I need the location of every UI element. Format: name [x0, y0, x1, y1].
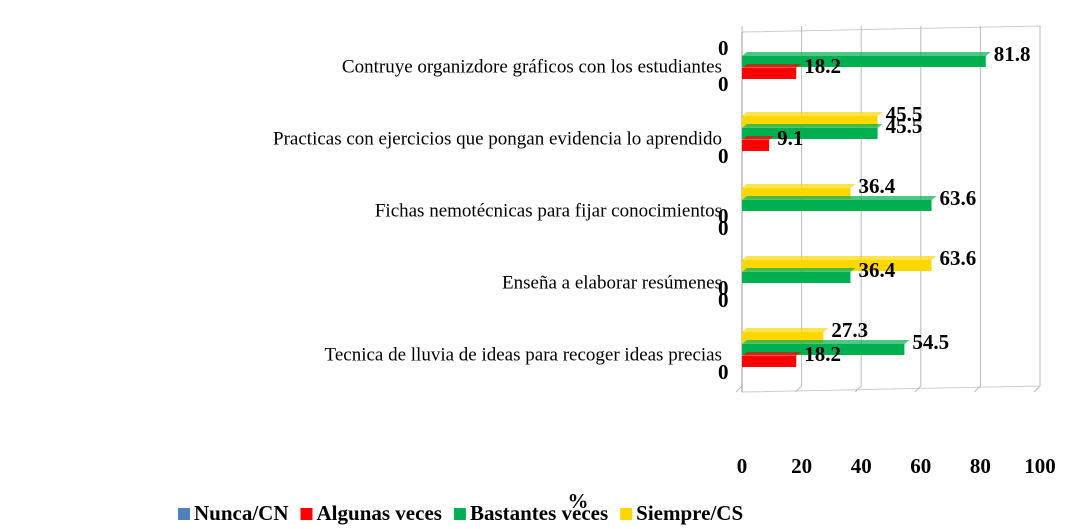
data-label: 36.4 [858, 174, 895, 198]
grid-line [735, 26, 743, 393]
x-tick-label: 20 [791, 454, 812, 478]
legend-swatch [620, 508, 633, 520]
bar-top [742, 256, 937, 260]
bar-top [742, 52, 991, 56]
x-tick-label: 0 [737, 454, 748, 478]
bar [742, 116, 878, 127]
data-label: 18.2 [804, 54, 841, 78]
x-tick-label: 80 [970, 454, 991, 478]
legend-label: Algunas veces [317, 501, 442, 525]
data-label: 0 [718, 144, 729, 168]
data-label: 0 [718, 72, 729, 96]
data-label: 0 [718, 360, 729, 384]
grid-line [1033, 26, 1041, 393]
bar-top [742, 268, 856, 272]
data-label: 27.3 [831, 318, 868, 342]
grid-line [795, 26, 803, 393]
bar-top [742, 196, 937, 200]
x-axis-label: % [568, 489, 589, 513]
category-label: Practicas con ejercicios que pongan evid… [273, 128, 722, 149]
bar [742, 344, 905, 355]
bar [742, 272, 851, 283]
bar [742, 140, 770, 151]
bar-top [742, 352, 802, 356]
bar-top [742, 184, 856, 188]
legend-swatch [178, 508, 190, 520]
legend-swatch [300, 508, 313, 520]
legend-label: Nunca/CN [194, 501, 289, 525]
data-label: 63.6 [940, 246, 977, 270]
bar-top [742, 136, 775, 140]
x-tick-label: 60 [910, 454, 931, 478]
data-label: 45.5 [886, 102, 923, 126]
bar [742, 200, 932, 211]
legend-swatch [453, 508, 466, 520]
bar [742, 332, 824, 343]
data-label: 0 [718, 216, 729, 240]
data-label: 45.5 [886, 114, 923, 138]
data-label: 0 [718, 204, 729, 228]
data-label: 81.8 [994, 42, 1031, 66]
x-tick-label: 100 [1024, 454, 1056, 478]
category-label: Contruye organizdore gráficos con los es… [342, 56, 722, 77]
bar-top [742, 112, 883, 116]
data-label: 0 [718, 36, 729, 60]
data-label: 54.5 [912, 330, 949, 354]
bar-top [742, 124, 883, 128]
bar [742, 356, 797, 367]
bar [742, 188, 851, 199]
grid-line [914, 26, 922, 393]
bar [742, 56, 986, 67]
x-tick-label: 40 [851, 454, 872, 478]
bar-top [742, 328, 829, 332]
data-label: 0 [718, 288, 729, 312]
legend-label: Siempre/CS [636, 501, 743, 525]
category-label: Tecnica de lluvia de ideas para recoger … [325, 344, 722, 365]
grid-line [974, 26, 981, 393]
data-label: 36.4 [858, 258, 895, 282]
data-label: 0 [718, 276, 729, 300]
data-label: 63.6 [940, 186, 977, 210]
bar [742, 128, 878, 139]
bar [742, 260, 932, 271]
grid-line [854, 26, 862, 393]
category-label: Enseña a elaborar resúmenes [502, 272, 722, 293]
legend-label: Bastantes veces [470, 501, 608, 525]
data-label: 9.1 [777, 126, 803, 150]
category-label: Fichas nemotécnicas para fijar conocimie… [375, 200, 722, 221]
data-label: 18.2 [804, 342, 841, 366]
bar-top [742, 64, 802, 68]
bar [742, 68, 797, 79]
bar-top [742, 340, 910, 344]
